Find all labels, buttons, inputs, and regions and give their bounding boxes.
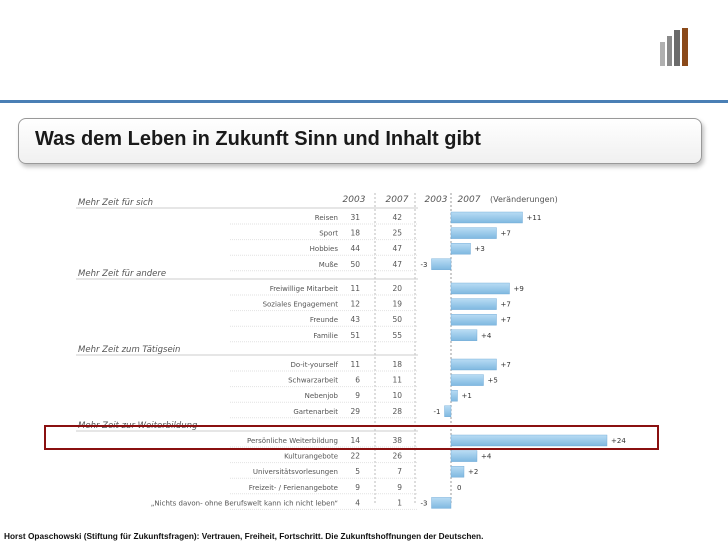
value-2003: 51	[350, 331, 360, 340]
change-label: +7	[501, 316, 511, 324]
row-label: Freiwillige Mitarbeit	[270, 285, 339, 293]
value-2007: 19	[392, 300, 402, 309]
row-label: Do-it-yourself	[290, 361, 338, 369]
value-2003: 6	[355, 376, 360, 385]
change-label: 0	[457, 484, 461, 492]
row-label: Sport	[319, 230, 338, 238]
change-bar	[450, 242, 471, 255]
value-2007: 28	[392, 407, 402, 416]
title-bar: Was dem Leben in Zukunft Sinn und Inhalt…	[18, 118, 702, 164]
value-2003: 31	[350, 213, 360, 222]
group-heading: Mehr Zeit für sich	[78, 198, 153, 208]
value-2007: 26	[392, 452, 402, 461]
value-2007: 11	[392, 376, 402, 385]
value-2007: 50	[392, 315, 402, 324]
row-label: Schwarzarbeit	[288, 377, 338, 385]
row-label: Soziales Engagement	[263, 301, 339, 309]
change-label: -1	[434, 408, 441, 416]
value-2003: 43	[350, 315, 360, 324]
change-bar	[450, 329, 478, 341]
highlight-box	[44, 425, 659, 450]
change-bar	[450, 374, 484, 386]
change-label: +1	[462, 392, 472, 400]
group-heading: Mehr Zeit zum Tätigsein	[78, 345, 180, 355]
row-label: Universitätsvorlesungen	[253, 468, 338, 476]
value-2007: 1	[397, 498, 402, 507]
value-2007: 42	[392, 213, 402, 222]
change-label: +2	[468, 468, 478, 476]
value-2003: 29	[350, 407, 360, 416]
header-2007: 2007	[386, 195, 409, 205]
change-label: +9	[514, 285, 524, 293]
change-label: +7	[501, 361, 511, 369]
change-bar	[431, 497, 452, 509]
value-2007: 7	[397, 467, 402, 476]
row-label: Nebenjob	[305, 392, 339, 400]
change-label: +3	[475, 245, 485, 253]
value-2003: 9	[355, 391, 360, 400]
change-label: +4	[481, 332, 492, 340]
group-heading: Mehr Zeit für andere	[78, 269, 166, 279]
row-label: Familie	[313, 332, 338, 340]
header-change: (Veränderungen)	[490, 195, 558, 204]
change-label: +7	[501, 230, 511, 238]
change-bar	[450, 211, 523, 224]
header-2003: 2003	[343, 195, 366, 205]
row-label: Persönliche Weiterbildung	[247, 437, 338, 445]
value-2003: 50	[350, 260, 360, 269]
row-label: Muße	[319, 261, 338, 269]
value-2003: 12	[350, 300, 360, 309]
change-label: -3	[421, 499, 428, 507]
axis-header-2003: 2003	[425, 195, 448, 205]
value-2007: 55	[392, 331, 402, 340]
value-2007: 25	[392, 229, 402, 238]
value-2007: 9	[397, 483, 402, 492]
change-bar	[450, 390, 458, 402]
source-footer: Horst Opaschowski (Stiftung für Zukunfts…	[4, 531, 484, 541]
slide-title: Was dem Leben in Zukunft Sinn und Inhalt…	[35, 128, 481, 150]
logo	[660, 28, 690, 66]
change-label: +24	[611, 437, 626, 445]
change-bar	[450, 314, 497, 326]
axis-header-2007: 2007	[458, 195, 481, 205]
change-bar	[450, 466, 465, 478]
change-bar	[431, 258, 452, 270]
value-2003: 14	[350, 436, 360, 445]
change-label: +5	[488, 377, 498, 385]
row-label: „Nichts davon- ohne Berufswelt kann ich …	[151, 499, 338, 507]
header-divider	[0, 100, 728, 103]
value-2003: 5	[355, 467, 360, 476]
value-2007: 18	[392, 360, 402, 369]
change-label: +7	[501, 301, 511, 309]
value-2003: 11	[350, 284, 360, 293]
change-bar	[450, 358, 497, 371]
row-label: Freizeit- / Ferienangebote	[249, 484, 338, 492]
change-bar	[450, 227, 497, 239]
row-label: Hobbies	[310, 245, 339, 253]
row-label: Freunde	[310, 316, 338, 324]
row-label: Reisen	[315, 214, 338, 222]
value-2007: 20	[392, 284, 402, 293]
change-bar	[450, 282, 510, 295]
change-label: -3	[421, 261, 428, 269]
value-2003: 22	[350, 452, 360, 461]
change-bar	[450, 298, 497, 310]
change-bar	[444, 405, 452, 417]
value-2003: 18	[350, 229, 360, 238]
value-2007: 10	[392, 391, 402, 400]
value-2007: 47	[392, 244, 402, 253]
row-label: Kulturangebote	[284, 453, 338, 461]
change-label: +11	[527, 214, 542, 222]
value-2003: 44	[350, 244, 360, 253]
value-2003: 11	[350, 360, 360, 369]
value-2003: 9	[355, 483, 360, 492]
change-label: +4	[481, 453, 492, 461]
change-bar	[450, 450, 478, 462]
change-bar	[450, 434, 608, 447]
row-label: Gartenarbeit	[293, 408, 338, 416]
value-2003: 4	[355, 498, 360, 507]
value-2007: 38	[392, 436, 402, 445]
value-2007: 47	[392, 260, 402, 269]
